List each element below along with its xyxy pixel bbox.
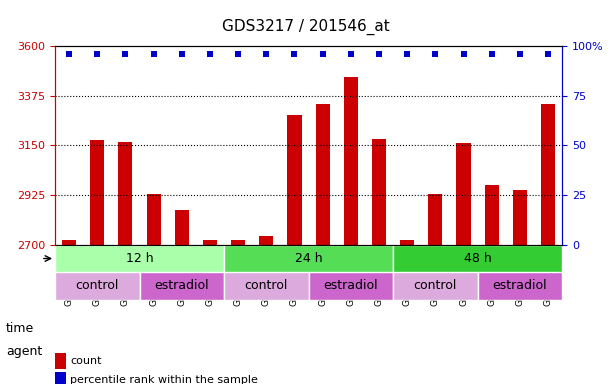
Bar [513,190,527,245]
FancyBboxPatch shape [478,272,562,300]
Bar [287,114,301,245]
Text: percentile rank within the sample: percentile rank within the sample [70,375,258,384]
Bar [316,104,330,245]
Text: estradiol: estradiol [323,279,378,292]
Text: estradiol: estradiol [155,279,209,292]
Bar [62,240,76,245]
Bar [90,140,104,245]
Bar [456,143,470,245]
Bar [203,240,217,245]
Text: count: count [70,356,102,366]
Text: control: control [76,279,119,292]
FancyBboxPatch shape [393,272,478,300]
Bar [175,210,189,245]
Bar [344,77,358,245]
Bar [119,142,133,245]
FancyBboxPatch shape [55,272,139,300]
Text: GDS3217 / 201546_at: GDS3217 / 201546_at [222,19,389,35]
Text: time: time [6,322,34,335]
Bar [372,139,386,245]
Bar [485,185,499,245]
Text: control: control [414,279,457,292]
FancyBboxPatch shape [224,245,393,272]
Text: estradiol: estradiol [492,279,547,292]
FancyBboxPatch shape [55,245,224,272]
Text: 48 h: 48 h [464,252,491,265]
Bar [259,236,273,245]
Text: control: control [244,279,288,292]
Bar [231,240,245,245]
Bar [541,104,555,245]
Text: 12 h: 12 h [126,252,153,265]
Bar [428,194,442,245]
FancyBboxPatch shape [139,272,224,300]
Text: agent: agent [6,345,42,358]
Text: 24 h: 24 h [295,252,323,265]
FancyBboxPatch shape [309,272,393,300]
FancyBboxPatch shape [393,245,562,272]
Bar [400,240,414,245]
FancyBboxPatch shape [224,272,309,300]
Bar [147,194,161,245]
